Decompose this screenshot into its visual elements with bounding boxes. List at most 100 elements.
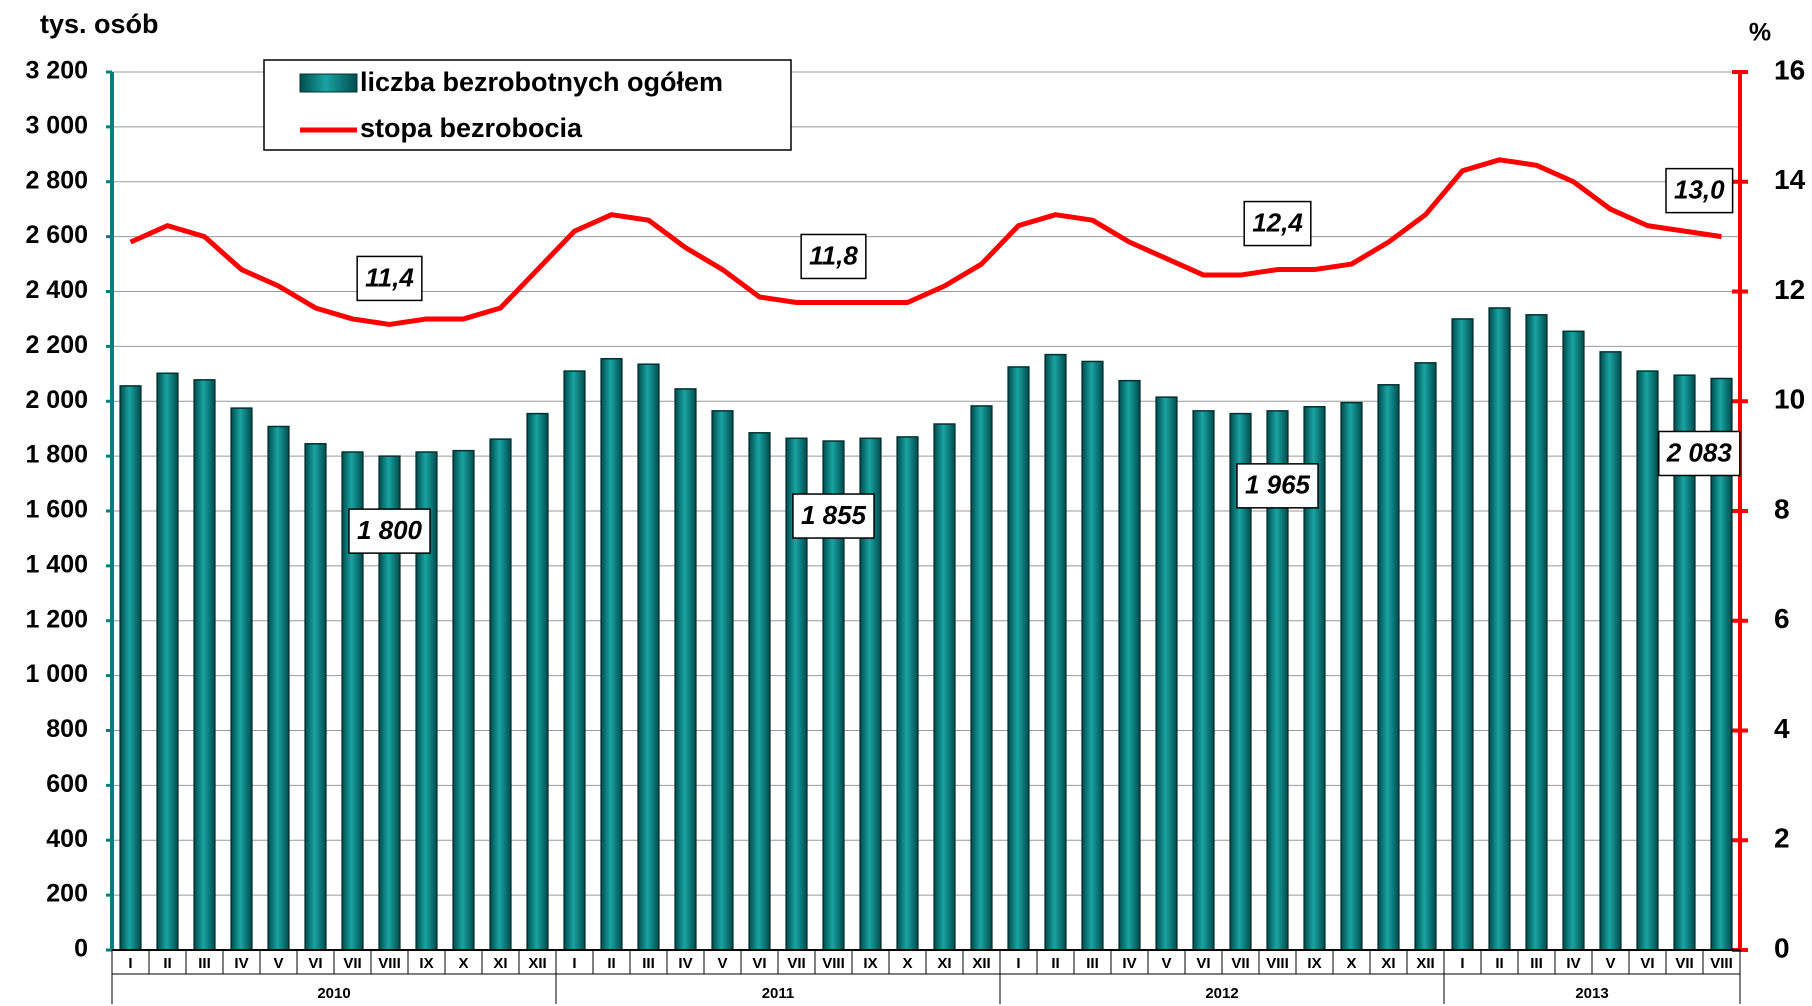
y2-tick-label: 6	[1774, 603, 1790, 634]
x-tick-label: VII	[343, 955, 361, 972]
legend-swatch	[299, 73, 358, 93]
x-tick-label: VI	[1196, 955, 1210, 972]
x-tick-label: XI	[1381, 955, 1395, 972]
x-tick-label: VII	[1231, 955, 1249, 972]
x-tick-label: X	[1346, 955, 1356, 972]
x-tick-label: XI	[493, 955, 507, 972]
y-tick-label: 2 600	[25, 221, 88, 249]
bar	[526, 412, 549, 951]
x-tick-label: IV	[678, 955, 692, 972]
bar	[1414, 362, 1437, 951]
y2-tick-label: 16	[1774, 54, 1805, 85]
y-tick-label: 400	[46, 825, 88, 853]
x-tick-label: VII	[787, 955, 805, 972]
y-tick-label: 200	[46, 880, 88, 908]
x-tick-label: VI	[308, 955, 322, 972]
year-label: 2013	[1575, 985, 1608, 1002]
bar	[1340, 401, 1363, 951]
bar	[933, 423, 956, 951]
bar	[1377, 384, 1400, 951]
x-tick-label: III	[1530, 955, 1543, 972]
bar-value-label: 2 083	[1666, 437, 1733, 467]
bar-value-label: 1 855	[801, 500, 867, 530]
x-tick-label: I	[1016, 955, 1020, 972]
x-tick-label: X	[902, 955, 912, 972]
bar	[1155, 396, 1178, 951]
x-tick-label: V	[1161, 955, 1171, 972]
x-tick-label: III	[198, 955, 211, 972]
bar	[896, 436, 919, 951]
bar	[1044, 353, 1067, 951]
x-tick-label: VI	[1640, 955, 1654, 972]
year-label: 2010	[317, 985, 350, 1002]
bar	[1118, 379, 1141, 951]
bar	[1562, 330, 1585, 951]
bar	[1192, 410, 1215, 951]
bar-value-label-box	[792, 493, 875, 539]
bar	[156, 372, 179, 951]
y-tick-label: 2 400	[25, 276, 88, 304]
x-tick-label: II	[1051, 955, 1059, 972]
x-tick-label: IV	[1566, 955, 1580, 972]
year-label: 2012	[1205, 985, 1238, 1002]
y2-tick-label: 14	[1774, 164, 1806, 195]
line-value-label-box	[356, 255, 423, 302]
y2-tick-label: 0	[1774, 932, 1790, 963]
bar	[674, 388, 697, 951]
y-tick-label: 1 600	[25, 496, 88, 524]
bar	[600, 357, 623, 951]
bar	[1081, 360, 1104, 951]
y2-axis-label: %	[1749, 19, 1771, 47]
y-tick-label: 600	[46, 770, 88, 798]
bar	[267, 425, 290, 951]
bar	[970, 405, 993, 951]
bar	[304, 443, 327, 951]
bar	[119, 385, 142, 951]
bar	[1451, 318, 1474, 951]
bar-value-label: 1 800	[357, 515, 423, 545]
x-tick-label: XI	[937, 955, 951, 972]
bar	[193, 379, 216, 951]
line-value-label: 13,0	[1674, 175, 1725, 205]
x-tick-label: II	[163, 955, 171, 972]
x-tick-label: XII	[1416, 955, 1434, 972]
bar	[637, 363, 660, 951]
y2-tick-label: 2	[1774, 823, 1790, 854]
y2-tick-label: 10	[1774, 384, 1805, 415]
bar	[230, 407, 253, 951]
x-tick-label: VIII	[822, 955, 845, 972]
bar	[1636, 370, 1659, 951]
x-tick-label: I	[1460, 955, 1464, 972]
y-tick-label: 1 000	[25, 660, 88, 688]
y2-tick-label: 8	[1774, 493, 1790, 524]
bar	[1007, 366, 1030, 951]
y2-tick-label: 4	[1774, 713, 1790, 744]
year-label: 2011	[762, 985, 795, 1002]
x-tick-label: VII	[1675, 955, 1693, 972]
x-tick-label: XII	[972, 955, 990, 972]
y-axis-label: tys. osób	[40, 9, 159, 39]
bar	[711, 410, 734, 951]
y-tick-label: 0	[74, 935, 88, 963]
line-value-label-box	[800, 233, 867, 280]
x-tick-label: I	[128, 955, 132, 972]
line-value-label: 12,4	[1252, 207, 1303, 237]
x-tick-label: V	[273, 955, 283, 972]
line-value-label: 11,4	[365, 262, 414, 292]
x-tick-label: I	[572, 955, 576, 972]
bar	[563, 370, 586, 951]
line-value-label-box	[1243, 200, 1312, 247]
x-tick-label: VIII	[1266, 955, 1289, 972]
bar	[452, 449, 475, 951]
y-tick-label: 2 200	[25, 331, 88, 359]
bar	[748, 432, 771, 951]
line-value-label: 11,8	[809, 240, 858, 270]
y-tick-label: 1 200	[25, 605, 88, 633]
line-value-label-box	[1665, 167, 1734, 214]
x-tick-label: X	[458, 955, 468, 972]
bar	[489, 438, 512, 951]
x-tick-label: IX	[419, 955, 433, 972]
x-tick-label: VIII	[1710, 955, 1733, 972]
x-tick-label: XII	[528, 955, 546, 972]
